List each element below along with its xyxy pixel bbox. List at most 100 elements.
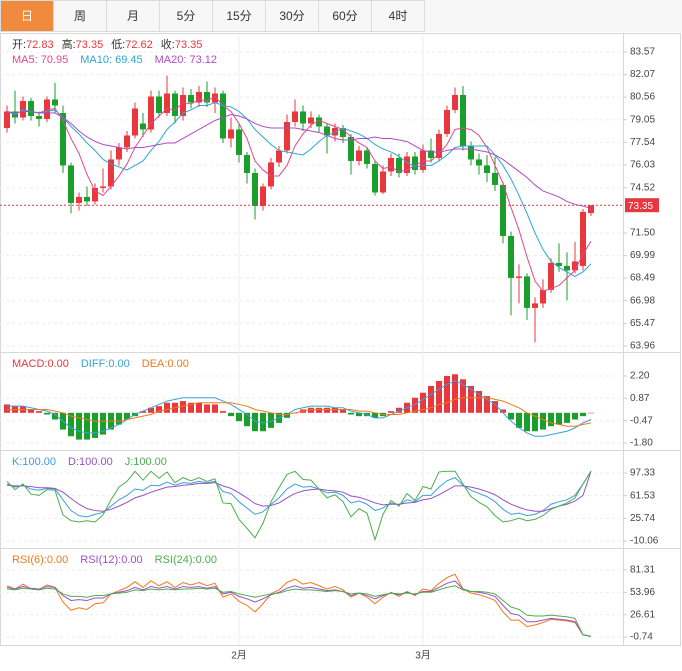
tab[interactable]: 4时 (371, 0, 425, 32)
macd-bar (180, 401, 186, 413)
y-tick-label: 61.53 (630, 490, 655, 501)
y-tick-label: 26.61 (630, 609, 655, 620)
candle-body (476, 159, 482, 166)
macd-bar (156, 406, 162, 413)
candle-body (580, 211, 586, 266)
ohlc-value: 73.35 (175, 39, 203, 51)
candle-body (356, 150, 362, 161)
ohlc-value: 72.62 (125, 39, 153, 51)
ohlc-label: 低: (111, 38, 125, 51)
ohlc-readout: 高:73.35 (62, 37, 104, 51)
ohlc-label: 高: (62, 37, 76, 51)
macd-bar (476, 391, 482, 413)
candle-body (412, 156, 418, 170)
candle-body (492, 172, 498, 185)
tab-background (53, 0, 107, 32)
legend-entry: K:100.00 (12, 456, 56, 468)
macd-bar (396, 407, 402, 413)
chart-frame (0, 33, 681, 646)
candle-body (28, 100, 34, 116)
candle-body (500, 184, 506, 236)
macd-bar (316, 407, 322, 413)
macd-bar (52, 412, 58, 420)
tab[interactable]: 日 (0, 0, 54, 32)
tab[interactable]: 30分 (265, 0, 319, 32)
macd-bar (204, 404, 210, 413)
y-tick-label: 68.49 (630, 273, 655, 284)
candle-body (236, 129, 242, 155)
macd-bar (228, 412, 234, 417)
x-tick-label: 3月 (415, 650, 431, 662)
macd-bar (244, 412, 250, 427)
y-tick-label: 77.54 (630, 137, 655, 148)
tab-label: 60分 (332, 9, 357, 23)
candle-body (44, 99, 50, 119)
tab-label: 30分 (279, 9, 304, 23)
legend-entry: RSI(6):0.00 (12, 554, 68, 566)
macd-bar (340, 409, 346, 413)
last-price-tag (625, 198, 659, 213)
macd-bar (444, 375, 450, 413)
y-tick-label: 81.31 (630, 565, 655, 576)
legend-entry: RSI(24):0.00 (155, 554, 217, 566)
indicator-line (6, 471, 592, 512)
last-price-label: 73.35 (628, 201, 653, 212)
macd-bar (332, 407, 338, 413)
candle-body (300, 111, 306, 124)
candle-body (284, 121, 290, 151)
candle-body (588, 205, 594, 213)
tab[interactable]: 60分 (318, 0, 372, 32)
tab[interactable]: 月 (106, 0, 160, 32)
candle-body (124, 135, 130, 148)
candle-body (508, 235, 514, 278)
y-tick-label: 97.33 (630, 468, 655, 479)
candle-body (116, 147, 122, 160)
tab[interactable]: 15分 (212, 0, 266, 32)
y-tick-label: 71.50 (630, 228, 655, 239)
indicator-line (6, 101, 592, 277)
macd-bar (84, 412, 90, 440)
candle-body (308, 117, 314, 124)
y-tick-label: 80.56 (630, 92, 655, 103)
y-tick-label: -0.74 (630, 632, 653, 643)
x-tick-label: 2月 (231, 650, 247, 662)
candle-body (516, 276, 522, 278)
candle-body (244, 154, 250, 173)
tab[interactable]: 周 (53, 0, 107, 32)
indicator-line (6, 470, 592, 542)
indicator-line (7, 397, 592, 427)
legend-entry: MA5: 70.95 (12, 54, 68, 66)
candle-body (148, 96, 154, 130)
candle-body (348, 136, 354, 161)
candle-body (524, 276, 530, 308)
ohlc-label: 开: (12, 39, 26, 51)
y-tick-label: 63.96 (630, 341, 655, 352)
candle-body (180, 94, 186, 116)
macd-bar (260, 412, 266, 432)
candle-body (164, 93, 170, 113)
candle-body (84, 196, 90, 202)
candle-body (564, 265, 570, 271)
candle-body (556, 262, 562, 266)
candle-body (332, 127, 338, 136)
legend-entry: DEA:0.00 (142, 358, 189, 370)
candle-body (172, 93, 178, 116)
candle-body (196, 91, 202, 103)
candle-body (428, 150, 434, 158)
candle-body (132, 108, 138, 136)
y-tick-label: 69.99 (630, 250, 655, 261)
tab[interactable]: 5分 (159, 0, 213, 32)
ohlc-readout: 开:72.83 (12, 39, 54, 51)
indicator-line (7, 380, 592, 437)
macd-bar (500, 409, 506, 413)
candle-body (364, 150, 370, 164)
macd-bar (348, 412, 354, 415)
macd-bar (508, 412, 514, 420)
ohlc-value: 72.83 (26, 39, 54, 51)
legend-entry: DIFF:0.00 (81, 358, 130, 370)
y-tick-label: 2.20 (630, 371, 650, 382)
macd-bar (28, 409, 34, 413)
macd-bar (196, 402, 202, 413)
macd-bar (188, 402, 194, 413)
macd-bar (324, 407, 330, 413)
